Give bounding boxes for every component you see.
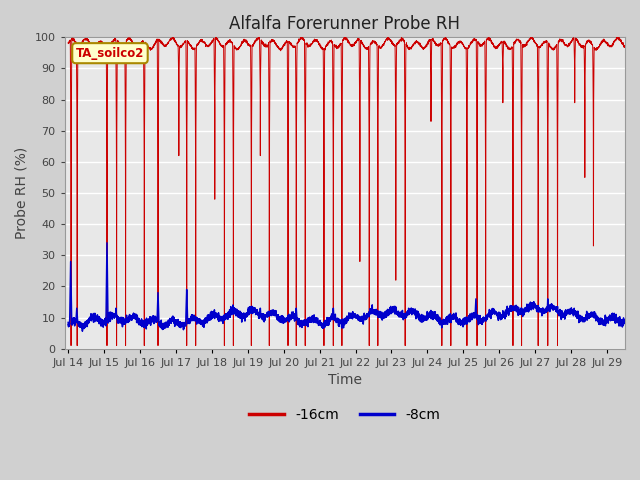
Text: TA_soilco2: TA_soilco2 [76, 47, 144, 60]
Legend: -16cm, -8cm: -16cm, -8cm [244, 402, 446, 428]
X-axis label: Time: Time [328, 373, 362, 387]
Y-axis label: Probe RH (%): Probe RH (%) [15, 147, 29, 239]
Title: Alfalfa Forerunner Probe RH: Alfalfa Forerunner Probe RH [229, 15, 460, 33]
